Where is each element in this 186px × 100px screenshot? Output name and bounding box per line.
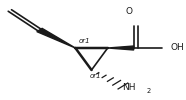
Polygon shape xyxy=(108,46,134,50)
Text: 2: 2 xyxy=(146,88,150,94)
Text: NH: NH xyxy=(122,82,136,92)
Polygon shape xyxy=(37,28,75,48)
Text: O: O xyxy=(126,7,133,16)
Text: OH: OH xyxy=(171,44,184,52)
Text: or1: or1 xyxy=(79,38,91,44)
Text: or1: or1 xyxy=(90,73,101,79)
